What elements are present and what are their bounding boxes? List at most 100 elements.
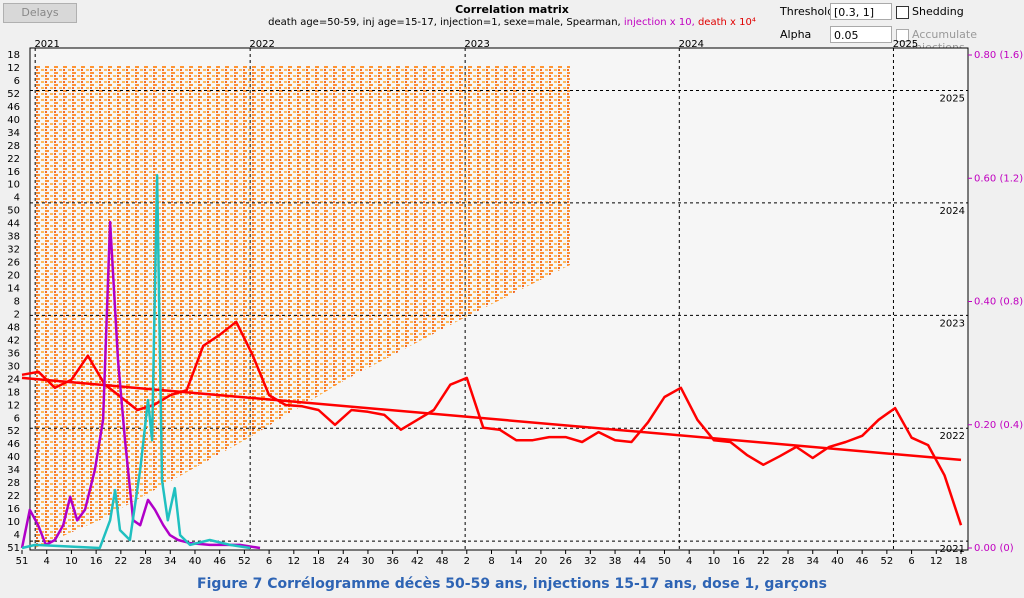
threshold-select[interactable]: [0.3, 1] xyxy=(830,3,892,20)
x-tick-label: 6 xyxy=(908,556,914,567)
x-tick-label: 44 xyxy=(633,556,646,567)
year-label-right: 2021 xyxy=(940,544,965,555)
alpha-label: Alpha xyxy=(780,28,812,41)
x-tick-label: 46 xyxy=(856,556,869,567)
y-tick-label: 0.60 (1.2) xyxy=(974,173,1023,184)
accumulate-checkbox[interactable] xyxy=(896,29,909,42)
series-line xyxy=(21,376,962,462)
x-tick-label: 8 xyxy=(488,556,494,567)
year-label-right: 2024 xyxy=(940,206,965,217)
x-tick-label: 18 xyxy=(312,556,325,567)
left-tick-label: 48 xyxy=(7,322,20,333)
chart-subtitle: death age=50-59, inj age=15-17, injectio… xyxy=(0,17,1024,28)
year-label-top: 2022 xyxy=(249,39,274,50)
shedding-checkbox[interactable] xyxy=(896,6,909,19)
x-tick-label: 18 xyxy=(955,556,968,567)
left-tick-label: 50 xyxy=(7,206,20,217)
left-tick-label: 34 xyxy=(7,128,20,139)
x-tick-label: 36 xyxy=(386,556,399,567)
x-tick-label: 10 xyxy=(65,556,78,567)
left-tick-label: 14 xyxy=(7,284,20,295)
left-tick-label: 24 xyxy=(7,374,20,385)
left-tick-label: 38 xyxy=(7,232,20,243)
x-tick-label: 28 xyxy=(782,556,795,567)
x-tick-label: 40 xyxy=(831,556,844,567)
year-label-right: 2023 xyxy=(940,318,965,329)
x-tick-label: 48 xyxy=(436,556,449,567)
left-tick-label: 36 xyxy=(7,348,20,359)
left-tick-label: 46 xyxy=(7,102,20,113)
x-tick-label: 52 xyxy=(881,556,894,567)
y-tick-label: 0.00 (0) xyxy=(974,543,1014,554)
left-tick-label: 32 xyxy=(7,245,20,256)
chart: 51 4 10 16 22 28 34 40 46 52 6 12 18 24 30 36 42 48 2 8 14 20… xyxy=(7,39,1023,567)
left-tick-label: 12 xyxy=(7,63,20,74)
alpha-select[interactable]: 0.05 xyxy=(830,26,892,43)
left-tick-label: 6 xyxy=(14,413,20,424)
series-line xyxy=(20,220,261,550)
x-tick-label: 4 xyxy=(686,556,692,567)
x-tick-label: 34 xyxy=(806,556,819,567)
left-tick-label: 16 xyxy=(7,167,20,178)
x-tick-label: 12 xyxy=(287,556,300,567)
left-tick-label: 10 xyxy=(7,180,20,191)
year-label-right: 2025 xyxy=(940,93,965,104)
series-line xyxy=(21,173,251,550)
x-tick-label: 16 xyxy=(90,556,103,567)
left-tick-label: 10 xyxy=(7,517,20,528)
x-tick-label: 2 xyxy=(464,556,470,567)
x-tick-label: 34 xyxy=(164,556,177,567)
shedding-label: Shedding xyxy=(912,5,964,18)
left-tick-label: 44 xyxy=(7,219,20,230)
x-tick-label: 46 xyxy=(213,556,226,567)
heatmap xyxy=(35,65,570,548)
x-tick-label: 12 xyxy=(930,556,943,567)
y-tick-label: 0.80 (1.6) xyxy=(974,50,1023,61)
subtitle-part: death x 10⁴ xyxy=(697,17,756,28)
left-tick-label: 22 xyxy=(7,491,20,502)
subtitle-part: death age=50-59, inj age=15-17, injectio… xyxy=(268,17,624,28)
x-tick-label: 50 xyxy=(658,556,671,567)
left-tick-label: 34 xyxy=(7,465,20,476)
x-tick-label: 51 xyxy=(16,556,29,567)
x-tick-label: 16 xyxy=(732,556,745,567)
left-tick-label: 28 xyxy=(7,478,20,489)
year-label-top: 2024 xyxy=(679,39,704,50)
left-tick-label: 52 xyxy=(7,426,20,437)
x-tick-label: 14 xyxy=(510,556,523,567)
left-tick-label: 18 xyxy=(7,387,20,398)
x-tick-label: 20 xyxy=(535,556,548,567)
delays-button[interactable]: Delays xyxy=(3,3,77,23)
left-tick-label: 42 xyxy=(7,335,20,346)
x-tick-label: 30 xyxy=(362,556,375,567)
year-label-top: 2023 xyxy=(464,39,489,50)
subtitle-part: injection x 10, xyxy=(623,17,698,28)
left-tick-label: 26 xyxy=(7,258,20,269)
y-tick-label: 0.20 (0.4) xyxy=(974,420,1023,431)
left-tick-label: 18 xyxy=(7,50,20,61)
x-tick-label: 22 xyxy=(757,556,770,567)
y-tick-label: 0.40 (0.8) xyxy=(974,297,1023,308)
chart-title: Correlation matrix xyxy=(455,3,569,16)
left-tick-label: 30 xyxy=(7,361,20,372)
x-tick-label: 6 xyxy=(266,556,272,567)
x-tick-label: 42 xyxy=(411,556,424,567)
x-tick-label: 52 xyxy=(238,556,251,567)
left-tick-label: 12 xyxy=(7,400,20,411)
threshold-label: Threshold xyxy=(780,5,835,18)
left-tick-label: 20 xyxy=(7,271,20,282)
x-tick-label: 32 xyxy=(584,556,597,567)
caption: Figure 7 Corrélogramme décès 50-59 ans, … xyxy=(197,576,827,592)
left-tick-label: 52 xyxy=(7,89,20,100)
left-tick-label: 6 xyxy=(14,76,20,87)
x-tick-label: 4 xyxy=(44,556,50,567)
left-tick-label: 46 xyxy=(7,439,20,450)
left-tick-label: 8 xyxy=(14,297,20,308)
left-tick-label: 4 xyxy=(14,193,20,204)
left-tick-label: 40 xyxy=(7,115,20,126)
left-tick-label: 40 xyxy=(7,452,20,463)
year-label-top: 2025 xyxy=(893,39,918,50)
x-tick-label: 38 xyxy=(609,556,622,567)
x-tick-label: 10 xyxy=(708,556,721,567)
